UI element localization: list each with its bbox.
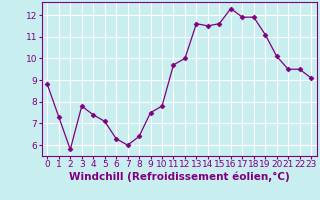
- X-axis label: Windchill (Refroidissement éolien,°C): Windchill (Refroidissement éolien,°C): [69, 172, 290, 182]
